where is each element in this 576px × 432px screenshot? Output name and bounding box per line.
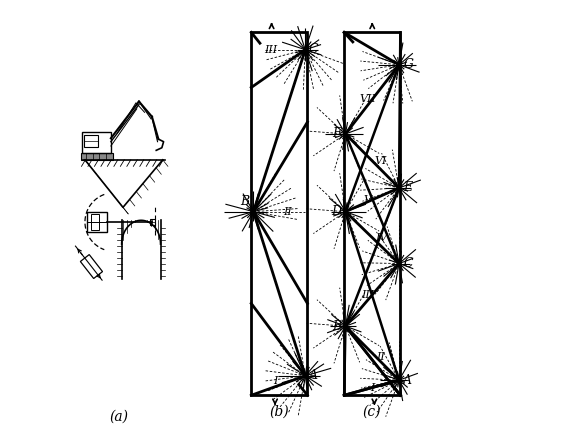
Polygon shape [81, 153, 113, 160]
Text: A: A [403, 374, 412, 387]
Text: VII: VII [359, 94, 376, 105]
Text: D: D [331, 205, 341, 218]
Text: B: B [240, 195, 249, 208]
Text: E: E [403, 181, 412, 194]
Text: VI: VI [375, 156, 387, 166]
Text: IV: IV [375, 232, 387, 243]
Text: III: III [361, 290, 374, 300]
Text: II: II [283, 206, 293, 217]
Text: (c): (c) [362, 405, 381, 419]
Text: I: I [273, 376, 277, 386]
Text: (a): (a) [109, 410, 128, 423]
Text: C: C [403, 257, 413, 270]
Text: B: B [332, 320, 341, 333]
Text: II: II [377, 353, 385, 362]
Text: C: C [309, 43, 319, 56]
Text: F: F [332, 127, 341, 140]
Text: (b): (b) [270, 405, 289, 419]
Text: III: III [264, 44, 277, 55]
Text: A: A [309, 369, 318, 382]
Text: I: I [370, 383, 374, 393]
Text: V: V [364, 195, 372, 205]
Text: G: G [403, 58, 414, 71]
